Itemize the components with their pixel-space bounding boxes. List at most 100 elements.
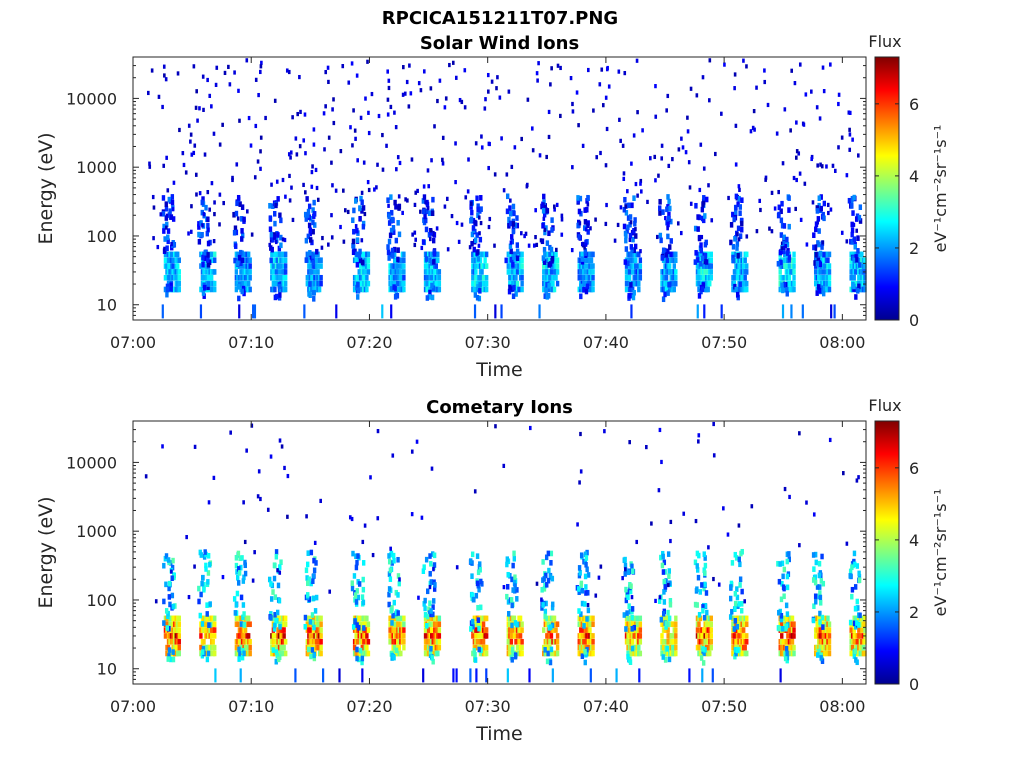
flux-cell	[815, 621, 819, 628]
flux-cell	[481, 638, 486, 645]
flux-cell	[313, 540, 317, 546]
flux-cell	[822, 89, 826, 94]
flux-cell	[549, 550, 554, 557]
flux-cell	[194, 172, 198, 177]
flux-cell	[826, 257, 830, 264]
flux-cell	[664, 620, 668, 627]
flux-cell	[431, 196, 435, 203]
flux-cell	[677, 147, 681, 152]
flux-cell	[239, 668, 242, 683]
flux-cell	[288, 173, 291, 179]
flux-cell	[833, 304, 836, 319]
colorbar-title: Flux	[868, 32, 901, 51]
flux-cell	[858, 204, 863, 211]
flux-cell	[737, 627, 741, 633]
flux-cell	[350, 585, 355, 592]
flux-cell	[512, 550, 516, 557]
flux-cell	[205, 656, 210, 663]
flux-cell	[743, 599, 747, 604]
flux-cell	[360, 655, 365, 662]
flux-cell	[735, 274, 740, 281]
flux-cell	[732, 216, 736, 223]
x-tick-label: 07:20	[346, 697, 392, 716]
flux-cell	[474, 141, 478, 146]
flux-cell	[283, 638, 288, 645]
flux-cell	[820, 614, 825, 621]
flux-cell	[827, 644, 832, 651]
flux-cell	[237, 656, 241, 662]
flux-cell	[479, 647, 483, 654]
flux-cell	[513, 574, 517, 581]
flux-cell	[697, 293, 702, 299]
flux-cell	[666, 609, 670, 616]
flux-cell	[697, 611, 702, 618]
flux-cell	[853, 584, 858, 590]
flux-cell	[817, 260, 822, 266]
flux-cell	[274, 202, 278, 209]
flux-cell	[548, 251, 552, 258]
flux-cell	[733, 86, 736, 91]
flux-cell	[660, 255, 664, 261]
flux-cell	[852, 620, 857, 627]
x-axis-label: Time	[475, 359, 523, 381]
flux-cell	[407, 104, 411, 109]
flux-cell	[282, 627, 286, 633]
flux-cell	[674, 638, 678, 645]
flux-cell	[822, 215, 826, 222]
flux-cell	[709, 644, 713, 651]
flux-cell	[326, 65, 330, 70]
flux-cell	[853, 605, 858, 612]
flux-cell	[206, 650, 211, 657]
flux-cell	[511, 587, 515, 593]
flux-cell	[628, 237, 632, 243]
flux-cell	[508, 274, 512, 281]
flux-cell	[475, 668, 478, 683]
flux-cell	[437, 269, 442, 275]
flux-cell	[640, 189, 643, 194]
flux-cell	[208, 601, 212, 607]
flux-cell	[429, 263, 434, 269]
flux-cell	[668, 205, 672, 212]
flux-cell	[583, 248, 588, 254]
flux-cell	[624, 204, 628, 209]
x-tick-label: 07:00	[110, 697, 156, 716]
flux-cell	[513, 653, 518, 660]
flux-cell	[431, 611, 435, 618]
flux-cell	[585, 566, 589, 573]
flux-cell	[733, 236, 737, 242]
flux-cell	[628, 440, 631, 445]
flux-cell	[702, 195, 706, 201]
flux-cell	[740, 226, 744, 233]
flux-cell	[478, 274, 483, 281]
flux-cell	[829, 62, 832, 67]
flux-cell	[696, 226, 700, 232]
flux-cell	[165, 225, 168, 230]
flux-cell	[852, 194, 856, 201]
flux-cell	[169, 251, 174, 258]
flux-cell	[599, 564, 603, 569]
flux-cell	[361, 220, 366, 227]
flux-cell	[387, 553, 391, 559]
flux-cell	[780, 246, 784, 251]
flux-cell	[270, 246, 274, 253]
flux-cell	[821, 211, 825, 218]
flux-cell	[817, 202, 821, 209]
chart-panel-1: 07:00 07:10 07:20 07:30 07:40 07:50 08:0010100…	[35, 32, 950, 381]
flux-cell	[213, 627, 217, 633]
flux-cell	[307, 646, 311, 653]
flux-cell	[248, 274, 252, 281]
flux-cell	[402, 286, 406, 293]
flux-cell	[731, 211, 735, 218]
flux-cell	[386, 97, 390, 102]
flux-cell	[202, 638, 206, 645]
flux-cell	[850, 239, 854, 245]
flux-cell	[604, 163, 608, 168]
flux-cell	[312, 595, 316, 602]
flux-cell	[426, 206, 430, 211]
flux-cell	[330, 160, 333, 165]
flux-cell	[740, 588, 744, 595]
flux-cell	[630, 269, 635, 275]
flux-cell	[268, 202, 272, 209]
flux-cell	[431, 604, 435, 610]
flux-cell	[782, 248, 786, 255]
